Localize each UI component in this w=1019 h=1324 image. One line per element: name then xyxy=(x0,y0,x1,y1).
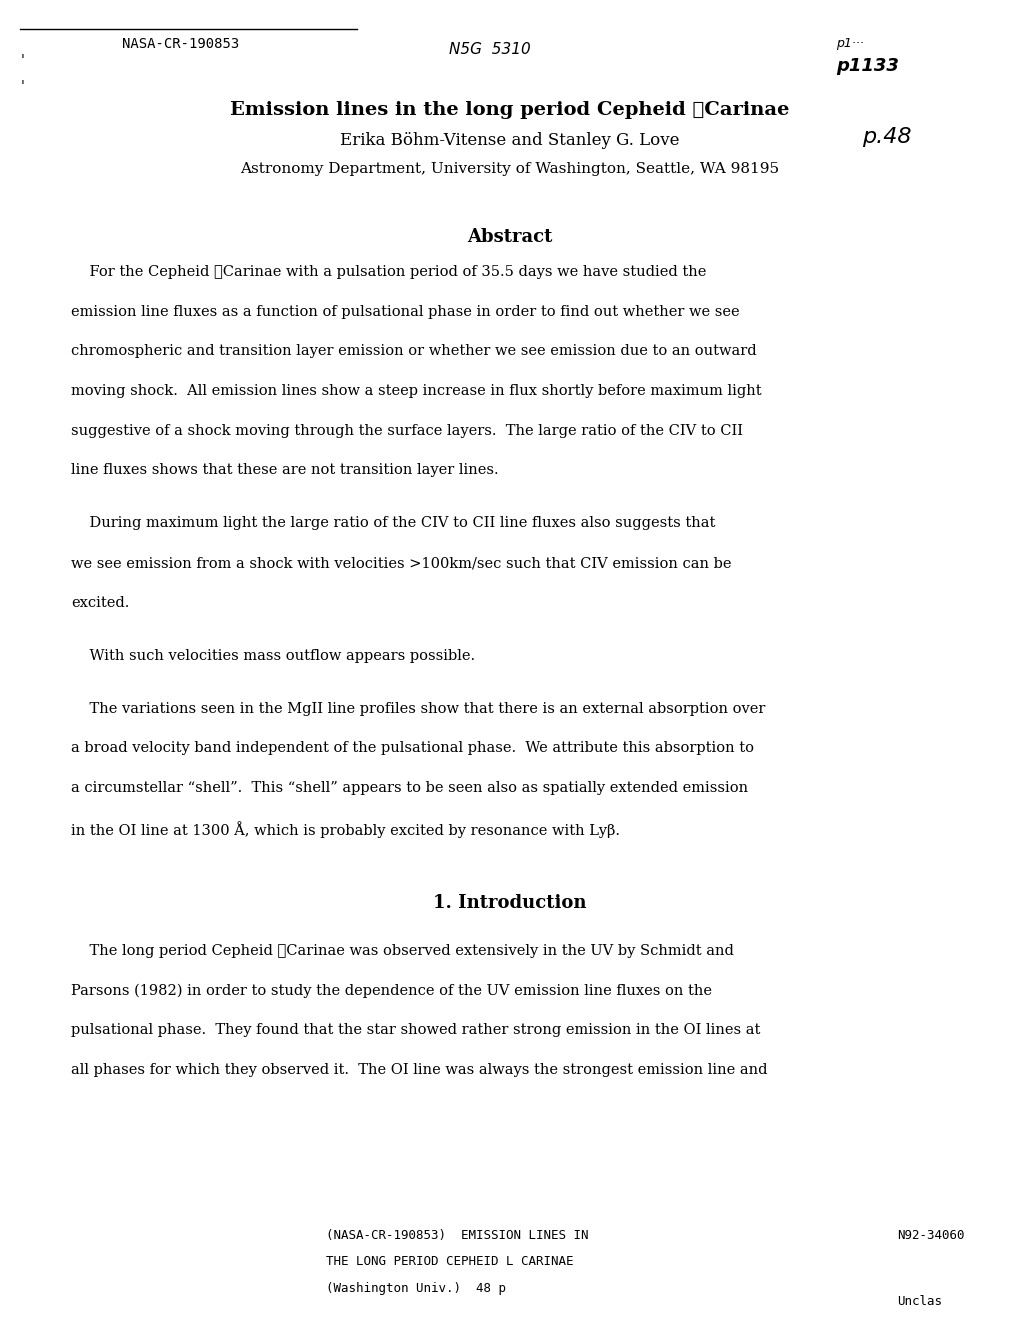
Text: all phases for which they observed it.  The OI line was always the strongest emi: all phases for which they observed it. T… xyxy=(71,1063,767,1078)
Text: The variations seen in the MgII line profiles show that there is an external abs: The variations seen in the MgII line pro… xyxy=(71,702,765,716)
Text: THE LONG PERIOD CEPHEID L CARINAE: THE LONG PERIOD CEPHEID L CARINAE xyxy=(326,1255,574,1268)
Text: suggestive of a shock moving through the surface layers.  The large ratio of the: suggestive of a shock moving through the… xyxy=(71,424,743,438)
Text: line fluxes shows that these are not transition layer lines.: line fluxes shows that these are not tra… xyxy=(71,463,498,478)
Text: During maximum light the large ratio of the CIV to CII line fluxes also suggests: During maximum light the large ratio of … xyxy=(71,516,715,531)
Text: Erika Böhm-Vitense and Stanley G. Love: Erika Böhm-Vitense and Stanley G. Love xyxy=(340,132,679,150)
Text: For the Cepheid ℓCarinae with a pulsation period of 35.5 days we have studied th: For the Cepheid ℓCarinae with a pulsatio… xyxy=(71,265,706,279)
Text: excited.: excited. xyxy=(71,596,129,610)
Text: p1133: p1133 xyxy=(836,57,899,75)
Text: a broad velocity band independent of the pulsational phase.  We attribute this a: a broad velocity band independent of the… xyxy=(71,741,754,756)
Text: Abstract: Abstract xyxy=(467,228,552,246)
Text: ': ' xyxy=(20,79,24,94)
Text: emission line fluxes as a function of pulsational phase in order to find out whe: emission line fluxes as a function of pu… xyxy=(71,305,740,319)
Text: Parsons (1982) in order to study the dependence of the UV emission line fluxes o: Parsons (1982) in order to study the dep… xyxy=(71,984,711,998)
Text: p.48: p.48 xyxy=(861,127,911,147)
Text: p1···: p1··· xyxy=(836,37,863,50)
Text: N5G  5310: N5G 5310 xyxy=(448,42,530,57)
Text: moving shock.  All emission lines show a steep increase in flux shortly before m: moving shock. All emission lines show a … xyxy=(71,384,761,399)
Text: NASA-CR-190853: NASA-CR-190853 xyxy=(122,37,239,52)
Text: 1. Introduction: 1. Introduction xyxy=(433,894,586,912)
Text: With such velocities mass outflow appears possible.: With such velocities mass outflow appear… xyxy=(71,649,475,663)
Text: we see emission from a shock with velocities >100km/sec such that CIV emission c: we see emission from a shock with veloci… xyxy=(71,556,732,571)
Text: chromospheric and transition layer emission or whether we see emission due to an: chromospheric and transition layer emiss… xyxy=(71,344,756,359)
Text: a circumstellar “shell”.  This “shell” appears to be seen also as spatially exte: a circumstellar “shell”. This “shell” ap… xyxy=(71,781,748,796)
Text: N92-34060: N92-34060 xyxy=(897,1229,964,1242)
Text: in the OI line at 1300 Å, which is probably excited by resonance with Lyβ.: in the OI line at 1300 Å, which is proba… xyxy=(71,821,620,838)
Text: The long period Cepheid ℓCarinae was observed extensively in the UV by Schmidt a: The long period Cepheid ℓCarinae was obs… xyxy=(71,944,734,959)
Text: Emission lines in the long period Cepheid ℓCarinae: Emission lines in the long period Cephei… xyxy=(230,101,789,119)
Text: (NASA-CR-190853)  EMISSION LINES IN: (NASA-CR-190853) EMISSION LINES IN xyxy=(326,1229,588,1242)
Text: (Washington Univ.)  48 p: (Washington Univ.) 48 p xyxy=(326,1282,505,1295)
Text: Astronomy Department, University of Washington, Seattle, WA 98195: Astronomy Department, University of Wash… xyxy=(240,162,779,176)
Text: Unclas: Unclas xyxy=(897,1295,942,1308)
Text: ': ' xyxy=(20,53,24,68)
Text: pulsational phase.  They found that the star showed rather strong emission in th: pulsational phase. They found that the s… xyxy=(71,1023,760,1038)
